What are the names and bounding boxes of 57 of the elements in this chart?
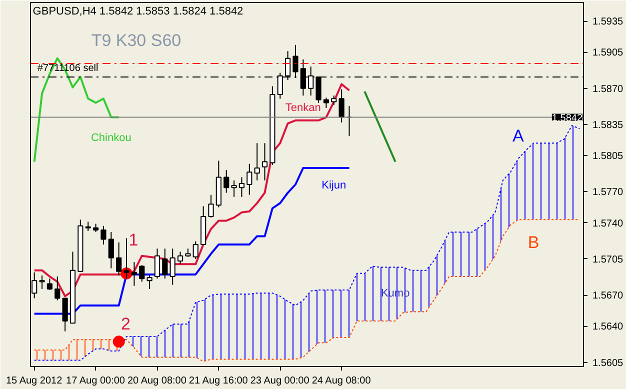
candlestick [208, 194, 214, 218]
candlestick [162, 248, 168, 280]
candlestick [254, 142, 260, 181]
y-tick-label: 1.5705 [592, 254, 624, 266]
series-label: A [512, 126, 525, 146]
candlestick [154, 248, 160, 280]
candlestick [85, 221, 91, 232]
series-label: Kijun [322, 180, 346, 192]
chart-title: GBPUSD,H4 1.5842 1.5853 1.5824 1.5842 [32, 6, 244, 18]
candlestick [224, 170, 230, 194]
line-series [34, 219, 580, 362]
y-tick-label: 1.5640 [592, 322, 624, 333]
candlestick [108, 232, 114, 269]
candlestick [116, 242, 122, 276]
candlestick [131, 262, 137, 286]
x-tick-label: 20 Aug 08:00 [127, 376, 187, 386]
y-tick-label: 1.5770 [592, 187, 624, 198]
y-tick-label: 1.5605 [592, 358, 624, 369]
candlestick [323, 97, 330, 108]
line-series [33, 83, 350, 298]
candlestick [338, 88, 344, 123]
candlestick [238, 176, 245, 198]
x-tick-label: 17 Aug 00:00 [66, 376, 126, 386]
candlestick [192, 240, 198, 260]
candlestick [170, 248, 176, 286]
x-tick-label: 21 Aug 16:00 [188, 376, 248, 386]
annotation: T9 K30 S60 [91, 31, 182, 50]
x-tick-label: 23 Aug 00:00 [250, 376, 310, 386]
series-label: Chinkou [90, 132, 132, 144]
annotation: 1 [128, 230, 138, 250]
y-tick-label: 1.5670 [592, 290, 624, 302]
candlestick [54, 276, 60, 301]
series-label: Tenkan [285, 102, 321, 114]
candlestick [39, 275, 45, 290]
candlestick [331, 95, 337, 106]
candlestick [146, 275, 152, 290]
candlestick [46, 278, 53, 290]
candlestick [177, 251, 184, 265]
candlestick [124, 238, 130, 280]
y-tick-label: 1.5870 [592, 84, 624, 95]
ref-line-label: 1.5842 [552, 112, 583, 124]
y-tick-label: 1.5835 [592, 120, 624, 132]
x-tick-label: 15 Aug 2012 [6, 376, 63, 386]
candlestick [100, 225, 106, 245]
candlestick [139, 264, 145, 282]
line-series [34, 125, 580, 361]
candlestick [62, 298, 68, 332]
y-tick-label: 1.5805 [592, 151, 624, 162]
y-tick-label: 1.5740 [592, 218, 624, 230]
y-tick-label: 1.5905 [592, 48, 624, 59]
series-label: B [528, 232, 540, 252]
candlestick [246, 163, 252, 196]
candlestick [262, 142, 268, 181]
x-tick-label: 24 Aug 08:00 [312, 376, 372, 386]
candlestick [231, 180, 237, 198]
annotation: 2 [121, 314, 130, 334]
y-tick-label: 1.5935 [592, 16, 624, 28]
